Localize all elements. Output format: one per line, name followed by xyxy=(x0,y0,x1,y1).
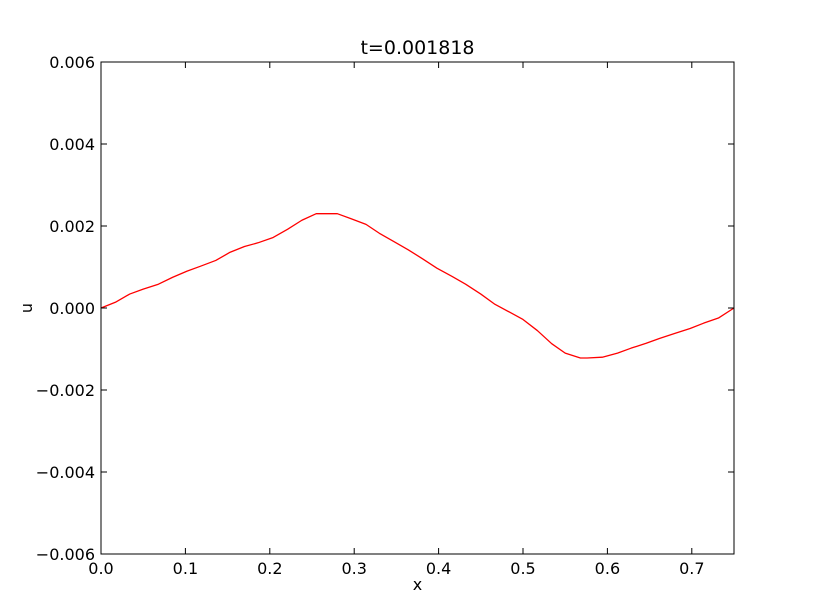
y-axis-label: u xyxy=(17,303,36,313)
y-tick-label: 0.004 xyxy=(49,135,95,154)
x-tick-label: 0.2 xyxy=(257,559,282,578)
series-layer xyxy=(100,213,735,359)
chart-title: t=0.001818 xyxy=(360,37,474,59)
y-tick-label: 0.002 xyxy=(49,217,95,236)
x-tick-label: 0.4 xyxy=(426,559,451,578)
x-tick-label: 0.7 xyxy=(679,559,704,578)
y-tick-label: −0.002 xyxy=(36,381,95,400)
x-axis-ticks: 0.0 0.1 0.2 0.3 0.4 0.5 0.6 0.7 xyxy=(88,62,705,578)
y-tick-label: −0.006 xyxy=(36,545,95,564)
x-tick-label: 0.1 xyxy=(173,559,198,578)
x-axis-label: x xyxy=(413,575,422,594)
y-tick-label: 0.000 xyxy=(49,299,95,318)
x-tick-label: 0.5 xyxy=(510,559,535,578)
x-tick-label: 0.0 xyxy=(88,559,113,578)
series-line-0 xyxy=(100,213,735,359)
y-tick-label: −0.004 xyxy=(36,463,95,482)
y-axis-ticks: −0.006 −0.004 −0.002 0.000 0.002 0.004 0.006 xyxy=(36,53,734,564)
x-tick-label: 0.3 xyxy=(341,559,366,578)
y-tick-label: 0.006 xyxy=(49,53,95,72)
plot-area xyxy=(101,62,734,554)
x-tick-label: 0.6 xyxy=(595,559,620,578)
